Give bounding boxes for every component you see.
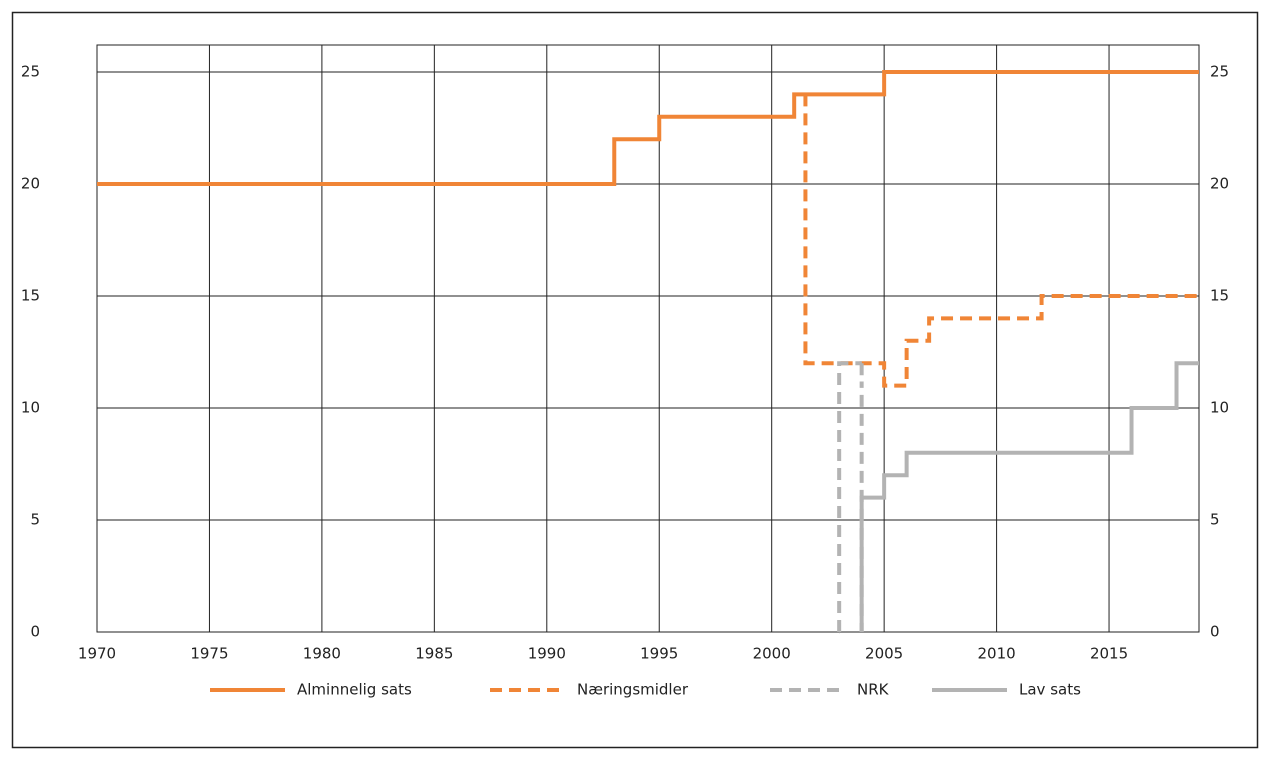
plot-frame (96, 44, 1200, 633)
lines (97, 70, 1199, 632)
series-line (803, 94, 1199, 388)
y2-tick-label: 5 (1210, 511, 1220, 529)
grid (96, 45, 1199, 633)
series-line (97, 70, 1199, 186)
x-tick-label: 1985 (415, 645, 453, 663)
x-tick-label: 2010 (977, 645, 1015, 663)
labels: 0 5 10 15 20 25 0 5 10 15 20 25 1970 1975 1980 1985 1990… (21, 63, 1229, 699)
legend-label: Alminnelig sats (297, 681, 412, 699)
y-tick-label: 10 (21, 399, 40, 417)
x-tick-label: 1975 (190, 645, 228, 663)
x-tick-label: 1990 (528, 645, 566, 663)
frame (11, 11, 1259, 749)
y2-tick-label: 15 (1210, 287, 1229, 305)
x-tick-label: 2015 (1090, 645, 1128, 663)
y-tick-label: 0 (30, 623, 40, 641)
x-tick-label: 1970 (78, 645, 116, 663)
legend-label: Næringsmidler (577, 681, 689, 699)
legend-label: Lav sats (1019, 681, 1081, 699)
x-tick-label: 1995 (640, 645, 678, 663)
x-tick-label: 2000 (753, 645, 791, 663)
x-tick-label: 1980 (303, 645, 341, 663)
y2-tick-label: 10 (1210, 399, 1229, 417)
series-line (859, 361, 1199, 632)
legend-label: NRK (857, 681, 890, 699)
y2-tick-label: 0 (1210, 623, 1220, 641)
x-tick-label: 2005 (865, 645, 903, 663)
series-line (837, 361, 864, 632)
y-tick-label: 25 (21, 63, 40, 81)
y2-tick-label: 20 (1210, 175, 1229, 193)
y2-tick-label: 25 (1210, 63, 1229, 81)
y-tick-label: 15 (21, 287, 40, 305)
y-tick-label: 20 (21, 175, 40, 193)
y-tick-label: 5 (30, 511, 40, 529)
